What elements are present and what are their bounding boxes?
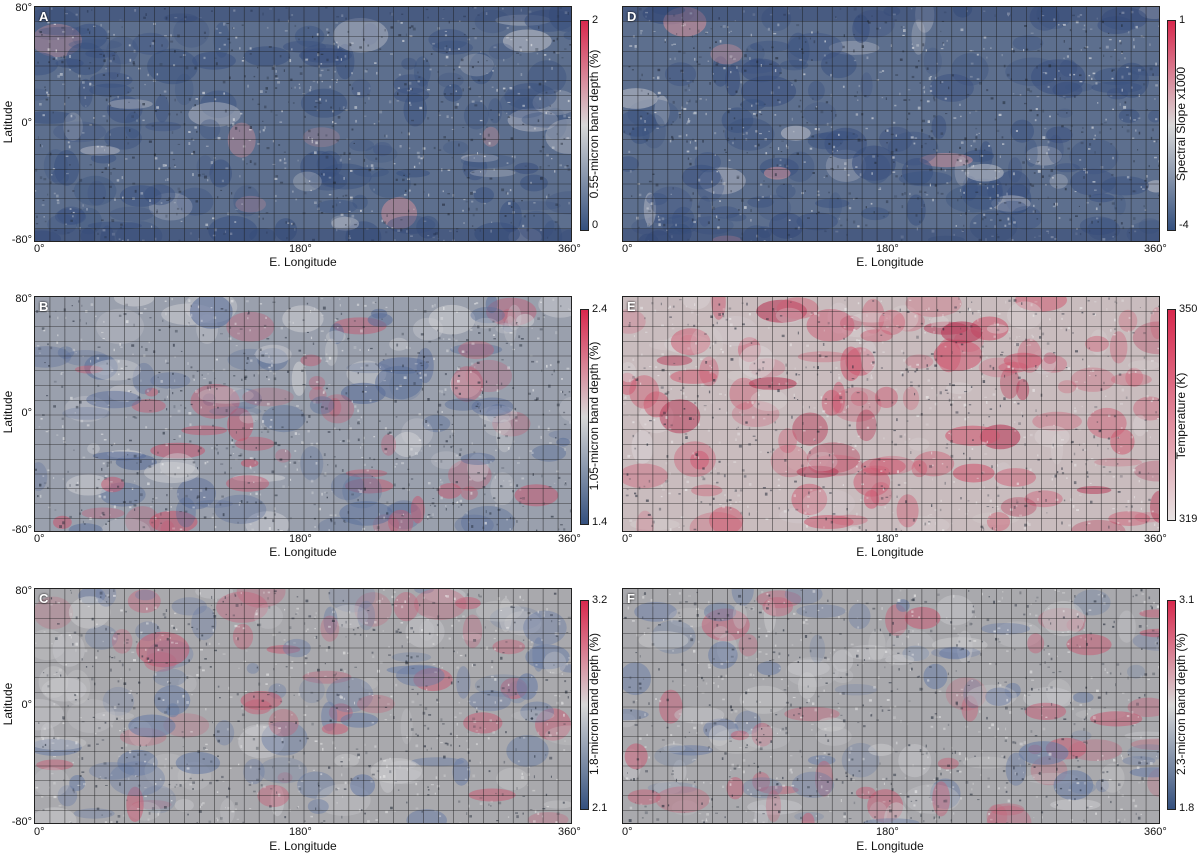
x-axis-label-e: E. Longitude xyxy=(856,545,924,559)
colorbar-max-e: 350 xyxy=(1179,303,1198,315)
lon-tick-0-f: 0° xyxy=(622,826,633,838)
x-axis-label-c: E. Longitude xyxy=(269,839,337,853)
lon-tick-180-a: 180° xyxy=(289,243,312,255)
map-f[interactable]: F xyxy=(622,588,1160,824)
colorbar-label-e: Temperature (K) xyxy=(1174,372,1188,460)
x-axis-label-b: E. Longitude xyxy=(269,545,337,559)
lon-tick-0-e: 0° xyxy=(622,533,633,545)
lat-tick-equator-c: 0° xyxy=(21,699,32,711)
lon-tick-0-b: 0° xyxy=(34,533,45,545)
lon-tick-360-c: 360° xyxy=(558,826,581,838)
y-axis-label-b: Latitude xyxy=(1,390,15,434)
x-axis-label-f: E. Longitude xyxy=(856,839,924,853)
lon-tick-180-c: 180° xyxy=(289,826,312,838)
map-d-image xyxy=(623,7,1159,241)
lon-tick-360-f: 360° xyxy=(1144,826,1167,838)
lon-tick-0-c: 0° xyxy=(34,826,45,838)
colorbar-min-f: 1.8 xyxy=(1179,802,1195,814)
colorbar-label-d: Spectral Slope x1000 xyxy=(1174,66,1188,182)
map-a[interactable]: A xyxy=(34,6,572,242)
map-e-image xyxy=(623,297,1159,531)
lon-tick-180-f: 180° xyxy=(876,826,899,838)
lon-tick-180-e: 180° xyxy=(876,533,899,545)
y-axis-label-c: Latitude xyxy=(1,682,15,726)
map-b[interactable]: B xyxy=(34,296,572,532)
colorbar-max-a: 2 xyxy=(592,14,599,26)
colorbar-min-b: 1.4 xyxy=(592,516,608,528)
map-a-image xyxy=(35,7,571,241)
map-f-image xyxy=(623,589,1159,823)
colorbar-f xyxy=(1167,600,1176,810)
colorbar-d xyxy=(1167,20,1176,231)
colorbar-label-b: 1.05-micron band depth (%) xyxy=(587,341,601,491)
panel-letter-a: A xyxy=(39,9,49,24)
lat-tick-south-b: -80° xyxy=(11,524,32,536)
colorbar-e xyxy=(1167,309,1176,521)
x-axis-label-d: E. Longitude xyxy=(856,255,924,269)
lat-tick-north-b: 80° xyxy=(15,293,32,305)
colorbar-min-d: -4 xyxy=(1179,219,1189,231)
colorbar-max-d: 1 xyxy=(1179,14,1186,26)
map-c[interactable]: C xyxy=(34,588,572,824)
colorbar-label-a: 0.55-micron band depth (%) xyxy=(587,49,601,199)
colorbar-a xyxy=(580,20,589,231)
map-c-image xyxy=(35,589,571,823)
map-e[interactable]: E xyxy=(622,296,1160,532)
colorbar-max-f: 3.1 xyxy=(1179,594,1195,606)
lat-tick-south-a: -80° xyxy=(11,234,32,246)
lat-tick-north-a: 80° xyxy=(15,2,32,14)
lon-tick-360-a: 360° xyxy=(558,243,581,255)
panel-letter-c: C xyxy=(39,591,49,606)
panel-letter-d: D xyxy=(627,9,637,24)
x-axis-label-a: E. Longitude xyxy=(269,255,337,269)
colorbar-label-f: 2.3-micron band depth (%) xyxy=(1174,632,1188,776)
panel-letter-e: E xyxy=(627,299,636,314)
colorbar-min-c: 2.1 xyxy=(592,802,608,814)
lon-tick-360-e: 360° xyxy=(1144,533,1167,545)
lon-tick-180-d: 180° xyxy=(876,243,899,255)
colorbar-label-c: 1.8-micron band depth (%) xyxy=(587,632,601,776)
colorbar-max-c: 3.2 xyxy=(592,594,608,606)
colorbar-c xyxy=(580,600,589,810)
colorbar-min-a: 0 xyxy=(592,219,599,231)
colorbar-b xyxy=(580,309,589,525)
lon-tick-360-b: 360° xyxy=(558,533,581,545)
panel-letter-b: B xyxy=(39,299,49,314)
lon-tick-180-b: 180° xyxy=(289,533,312,545)
colorbar-min-e: 319 xyxy=(1179,513,1198,525)
lat-tick-equator-a: 0° xyxy=(21,117,32,129)
map-d[interactable]: D xyxy=(622,6,1160,242)
lat-tick-equator-b: 0° xyxy=(21,407,32,419)
lat-tick-north-c: 80° xyxy=(15,585,32,597)
lon-tick-360-d: 360° xyxy=(1144,243,1167,255)
lat-tick-south-c: -80° xyxy=(11,816,32,828)
lon-tick-0-d: 0° xyxy=(622,243,633,255)
colorbar-max-b: 2.4 xyxy=(592,303,608,315)
panel-letter-f: F xyxy=(627,591,635,606)
lon-tick-0-a: 0° xyxy=(34,243,45,255)
map-b-image xyxy=(35,297,571,531)
y-axis-label-a: Latitude xyxy=(1,100,15,144)
